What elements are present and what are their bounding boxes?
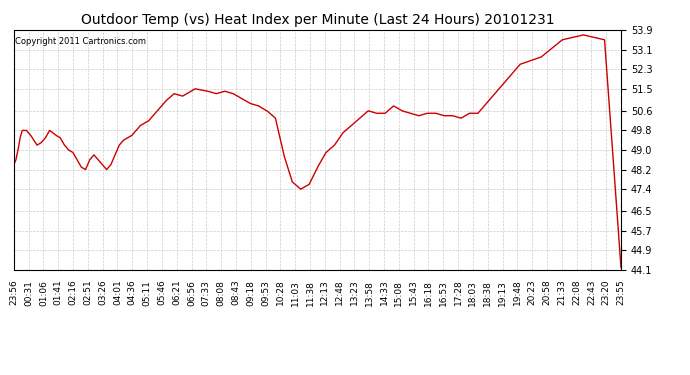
Text: Copyright 2011 Cartronics.com: Copyright 2011 Cartronics.com [15,37,146,46]
Title: Outdoor Temp (vs) Heat Index per Minute (Last 24 Hours) 20101231: Outdoor Temp (vs) Heat Index per Minute … [81,13,554,27]
